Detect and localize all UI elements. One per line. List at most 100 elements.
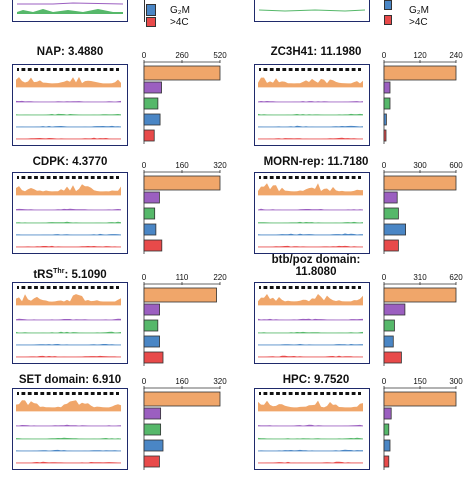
gene-annotation-gap <box>279 175 283 180</box>
tick-label: 160 <box>175 377 189 386</box>
gene-annotation-gap <box>75 67 79 72</box>
bar-chart: 0 300 600 <box>376 160 464 256</box>
gene-annotation-gap <box>94 67 98 72</box>
bar-chart: 0 160 320 <box>136 160 228 256</box>
top-right-partial-track <box>254 0 370 22</box>
gene-annotation-gap <box>292 175 295 180</box>
bar <box>143 303 160 316</box>
gene-annotation-gap <box>317 285 321 290</box>
gene-annotation-gap <box>25 391 28 396</box>
gene-annotation-gap <box>69 175 72 180</box>
bar-chart-svg: 0 300 600 <box>382 161 463 254</box>
bar <box>383 207 399 220</box>
gene-annotation-gap <box>44 285 47 290</box>
gene-annotation-bar <box>259 392 361 395</box>
gene-annotation-gap <box>113 391 116 396</box>
gene-annotation-gap <box>311 391 314 396</box>
tick-label: 0 <box>142 161 147 170</box>
gene-annotation-gap <box>107 285 110 290</box>
gene-annotation-gap <box>63 285 66 290</box>
bar <box>143 439 164 452</box>
tick-label: 0 <box>382 273 387 282</box>
bar <box>143 423 162 436</box>
bar <box>143 175 221 191</box>
gene-annotation-gap <box>279 391 283 396</box>
gene-annotation-gap <box>305 67 308 72</box>
gene-annotation-gap <box>88 175 91 180</box>
bar-chart: 0 260 520 <box>136 50 228 146</box>
legend-label-4c-right: >4C <box>409 17 428 28</box>
gene-annotation-gap <box>355 285 358 290</box>
gene-annotation-gap <box>107 175 110 180</box>
gene-annotation-gap <box>298 67 302 72</box>
gene-annotation-gap <box>349 67 352 72</box>
gene-annotation-gap <box>298 391 302 396</box>
gene-annotation-gap <box>37 175 41 180</box>
bar <box>143 455 160 468</box>
gene-annotation-gap <box>261 175 264 180</box>
tick-label: 600 <box>449 161 463 170</box>
gene-annotation-gap <box>355 67 358 72</box>
bar <box>143 81 162 94</box>
tick-label: 0 <box>142 273 147 282</box>
legend-swatch-g2m-right <box>384 0 392 10</box>
gene-annotation-gap <box>75 391 79 396</box>
gene-annotation-gap <box>317 67 321 72</box>
bar <box>143 239 163 252</box>
panel-title-sup: Thr <box>53 268 65 275</box>
tick-label: 260 <box>175 51 189 60</box>
gene-annotation-gap <box>311 285 314 290</box>
genome-track-panel <box>254 388 370 470</box>
gene-annotation-gap <box>330 391 333 396</box>
gene-annotation-gap <box>324 67 327 72</box>
gene-annotation-gap <box>261 285 264 290</box>
panel-title: NAP: 3.4880 <box>36 46 104 58</box>
panel-title-text: tRS <box>33 268 54 281</box>
bar-chart: 0 110 220 <box>136 272 228 368</box>
tick-label: 0 <box>142 377 147 386</box>
gene-annotation-gap <box>311 175 314 180</box>
coverage-track <box>16 400 121 411</box>
gene-annotation-gap <box>273 391 277 396</box>
gene-annotation-gap <box>336 391 340 396</box>
legend-label-g2m: G₂M <box>170 5 190 16</box>
gene-annotation-gap <box>286 391 289 396</box>
bar-chart-svg: 0 310 620 <box>382 273 463 366</box>
coverage-track <box>16 294 121 305</box>
gene-annotation-gap <box>82 175 85 180</box>
coverage-track <box>16 76 121 87</box>
bar <box>383 175 457 191</box>
genome-track-panel <box>254 172 370 254</box>
gene-annotation-gap <box>25 285 28 290</box>
gene-annotation-bar <box>17 392 119 395</box>
top-right-partial-signal <box>258 9 366 12</box>
bar <box>143 223 157 236</box>
bar-chart-svg: 0 160 320 <box>142 161 227 254</box>
gene-annotation-gap <box>267 285 270 290</box>
panel-title: tRSThr: 5.1090 <box>0 268 140 281</box>
gene-annotation-gap <box>50 285 53 290</box>
gene-annotation-gap <box>113 285 116 290</box>
panel-title: SET domain: 6.910 <box>18 374 122 386</box>
gene-annotation-gap <box>100 175 104 180</box>
genome-track-svg <box>258 175 363 248</box>
gene-annotation-gap <box>25 67 28 72</box>
panel-title: ZC3H41: 11.1980 <box>270 46 362 58</box>
gene-annotation-gap <box>44 67 47 72</box>
coverage-track <box>258 77 363 87</box>
gene-annotation-bar <box>259 176 361 179</box>
gene-annotation-gap <box>261 67 264 72</box>
bar-chart-svg: 0 150 300 <box>382 377 463 470</box>
genome-track-panel <box>12 282 128 364</box>
bar <box>143 129 155 142</box>
bar <box>383 65 457 81</box>
gene-annotation-gap <box>69 391 72 396</box>
bar-chart: 0 120 240 <box>376 50 464 146</box>
panel-title-line1: btb/poz domain: <box>271 254 361 266</box>
gene-annotation-gap <box>317 175 321 180</box>
gene-annotation-gap <box>273 175 277 180</box>
gene-annotation-gap <box>324 391 327 396</box>
tick-label: 220 <box>213 273 227 282</box>
gene-annotation-gap <box>330 67 333 72</box>
bar <box>143 407 162 420</box>
